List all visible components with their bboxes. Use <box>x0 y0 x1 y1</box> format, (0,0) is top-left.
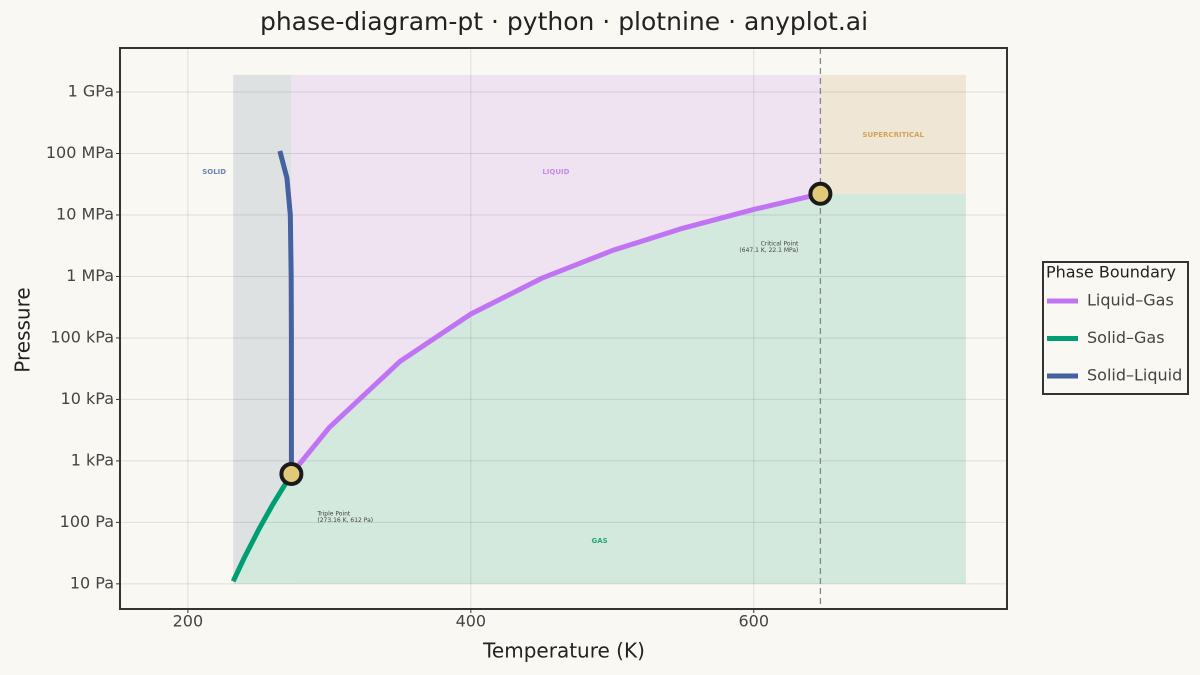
point-annotation: Triple Point <box>316 511 351 518</box>
legend-box <box>1042 261 1189 395</box>
line <box>289 191 821 476</box>
line <box>230 472 294 583</box>
y-tick-label: 1 GPa <box>68 82 114 101</box>
legend-label: Liquid–Gas <box>1087 291 1174 310</box>
point-annotation: (647.1 K, 22.1 MPa) <box>739 247 798 254</box>
region-label: LIQUID <box>542 168 569 176</box>
legend-title: Phase Boundary <box>1046 263 1176 282</box>
y-tick-label: 10 Pa <box>70 573 114 592</box>
y-tick-label: 10 kPa <box>61 389 114 408</box>
region-label: GAS <box>591 537 607 545</box>
region-label: SUPERCRITICAL <box>862 131 924 139</box>
y-tick-label: 1 kPa <box>71 450 114 469</box>
x-tick-label: 600 <box>739 612 770 631</box>
plot-frame <box>119 47 1008 610</box>
y-tick-label: 100 kPa <box>50 327 114 346</box>
legend-label: Solid–Liquid <box>1087 366 1182 385</box>
x-axis-title: Temperature (K) <box>482 639 645 663</box>
y-tick-label: 10 MPa <box>56 204 114 223</box>
point-marker <box>279 462 304 487</box>
legend: Phase Boundary Liquid–Gas Solid–Gas Solid–L… <box>1042 261 1189 395</box>
y-tick-label: 100 MPa <box>46 143 114 162</box>
region-label: SOLID <box>202 168 226 176</box>
point-marker <box>808 181 833 206</box>
chart-title: phase-diagram-pt · python · plotnine · a… <box>260 7 868 36</box>
region <box>233 193 966 584</box>
x-tick-label: 400 <box>456 612 487 631</box>
point-annotation: Critical Point <box>761 240 799 247</box>
point-annotation: (273.16 K, 612 Pa) <box>317 517 373 524</box>
y-axis-title: Pressure <box>11 287 35 372</box>
region <box>820 74 966 194</box>
line <box>277 150 294 475</box>
y-tick-label: 1 MPa <box>66 266 114 285</box>
x-tick-label: 200 <box>173 612 204 631</box>
y-tick-label: 100 Pa <box>60 512 114 531</box>
legend-label: Solid–Gas <box>1087 328 1165 347</box>
